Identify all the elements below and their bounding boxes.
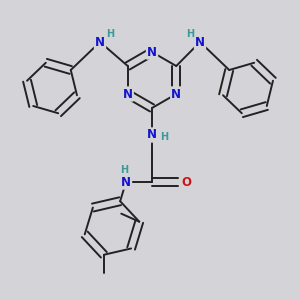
Text: N: N	[195, 35, 205, 49]
Text: N: N	[171, 88, 181, 100]
Text: N: N	[147, 46, 157, 59]
Text: N: N	[147, 128, 157, 142]
Text: H: H	[160, 132, 168, 142]
Text: H: H	[120, 165, 128, 175]
Text: N: N	[121, 176, 131, 188]
Text: N: N	[95, 35, 105, 49]
Text: N: N	[123, 88, 133, 100]
Text: O: O	[181, 176, 191, 188]
Text: H: H	[186, 29, 194, 39]
Text: H: H	[106, 29, 114, 39]
